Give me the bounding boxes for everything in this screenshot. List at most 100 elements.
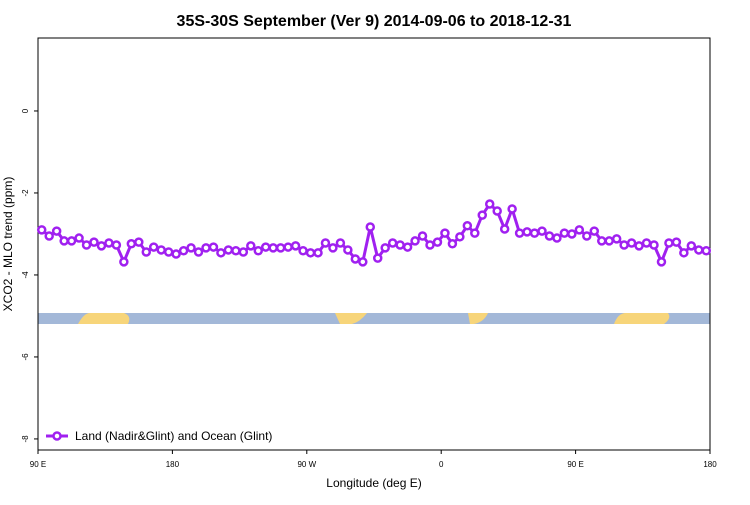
data-point <box>626 238 637 248</box>
y-axis-label: XCO2 - MLO trend (ppm) <box>1 177 15 312</box>
data-point <box>186 243 196 253</box>
data-point <box>59 236 69 246</box>
data-point <box>492 206 502 216</box>
data-point <box>522 227 532 237</box>
land-patch <box>614 313 670 324</box>
data-point <box>432 237 443 247</box>
data-point <box>447 239 458 249</box>
x-axis-label: Longitude (deg E) <box>326 476 421 490</box>
data-point <box>537 226 547 236</box>
data-point <box>529 228 540 238</box>
data-point <box>358 257 368 267</box>
data-point <box>664 238 674 248</box>
land-patch <box>335 313 367 324</box>
data-point <box>387 238 398 248</box>
data-point <box>574 225 585 235</box>
data-point <box>679 248 689 258</box>
data-point <box>51 226 62 236</box>
y-tick-label: -4 <box>21 271 30 279</box>
data-point <box>619 240 629 250</box>
data-point <box>275 243 286 253</box>
data-point <box>328 243 338 253</box>
data-point <box>171 249 181 259</box>
data-point <box>216 248 226 258</box>
data-point <box>582 231 592 241</box>
data-point <box>507 204 517 214</box>
data-point <box>246 241 256 251</box>
data-point <box>74 233 84 243</box>
data-point <box>380 243 390 253</box>
x-tick-label: 90 E <box>567 460 583 469</box>
data-point <box>499 224 510 234</box>
x-tick-label: 180 <box>166 460 180 469</box>
series-line <box>40 201 707 266</box>
data-point <box>231 246 241 256</box>
data-point <box>283 242 293 252</box>
data-point <box>163 247 174 257</box>
x-tick-label: 90 W <box>297 460 316 469</box>
data-point <box>402 242 413 252</box>
data-point <box>36 225 47 235</box>
data-point <box>455 232 465 242</box>
legend-marker <box>52 431 62 441</box>
data-point <box>641 238 652 248</box>
data-point <box>119 257 129 267</box>
data-point <box>178 246 189 256</box>
data-point <box>335 238 346 248</box>
data-point <box>477 210 488 220</box>
data-point <box>694 245 704 255</box>
data-point <box>544 231 555 241</box>
x-tick-label: 90 E <box>30 460 46 469</box>
data-point <box>238 247 249 257</box>
data-point <box>96 241 107 251</box>
data-point <box>81 240 92 250</box>
data-point <box>671 237 682 247</box>
x-tick-label: 180 <box>703 460 717 469</box>
data-point <box>111 240 122 250</box>
data-point <box>350 254 361 264</box>
data-point <box>701 246 712 256</box>
data-point <box>604 236 614 246</box>
data-point <box>589 226 600 236</box>
y-tick-label: -6 <box>21 353 30 361</box>
land-ocean-strip <box>38 313 710 324</box>
data-point <box>208 242 219 252</box>
data-point <box>320 238 331 248</box>
y-tick-label: -2 <box>21 189 30 197</box>
legend-label: Land (Nadir&Glint) and Ocean (Glint) <box>75 429 272 443</box>
data-point <box>44 231 54 241</box>
data-point <box>156 245 166 255</box>
data-point <box>372 253 383 263</box>
data-point <box>611 234 622 244</box>
y-tick-label: 0 <box>21 108 30 113</box>
plot-frame <box>37 37 711 451</box>
land-patch <box>468 313 488 324</box>
data-point <box>290 241 301 251</box>
data-point <box>514 228 525 238</box>
x-tick-label: 0 <box>439 460 444 469</box>
data-point <box>193 247 204 257</box>
data-point <box>260 242 271 252</box>
data-point <box>141 247 152 257</box>
data-point <box>298 246 308 256</box>
ocean-strip <box>38 313 710 324</box>
data-point <box>686 241 697 251</box>
data-point <box>462 221 473 231</box>
data-point <box>440 228 450 238</box>
data-point <box>148 242 159 252</box>
chart-title: 35S-30S September (Ver 9) 2014-09-06 to … <box>177 13 572 30</box>
data-point <box>305 248 316 258</box>
y-tick-label: -8 <box>21 435 30 443</box>
data-point <box>313 248 323 258</box>
data-point <box>425 240 435 250</box>
data-point <box>410 236 420 246</box>
data-point <box>253 246 264 256</box>
data-point <box>223 245 234 255</box>
data-point <box>559 228 570 238</box>
data-point <box>649 240 659 250</box>
data-point <box>201 243 211 253</box>
data-point <box>567 229 577 239</box>
data-point <box>89 237 99 247</box>
